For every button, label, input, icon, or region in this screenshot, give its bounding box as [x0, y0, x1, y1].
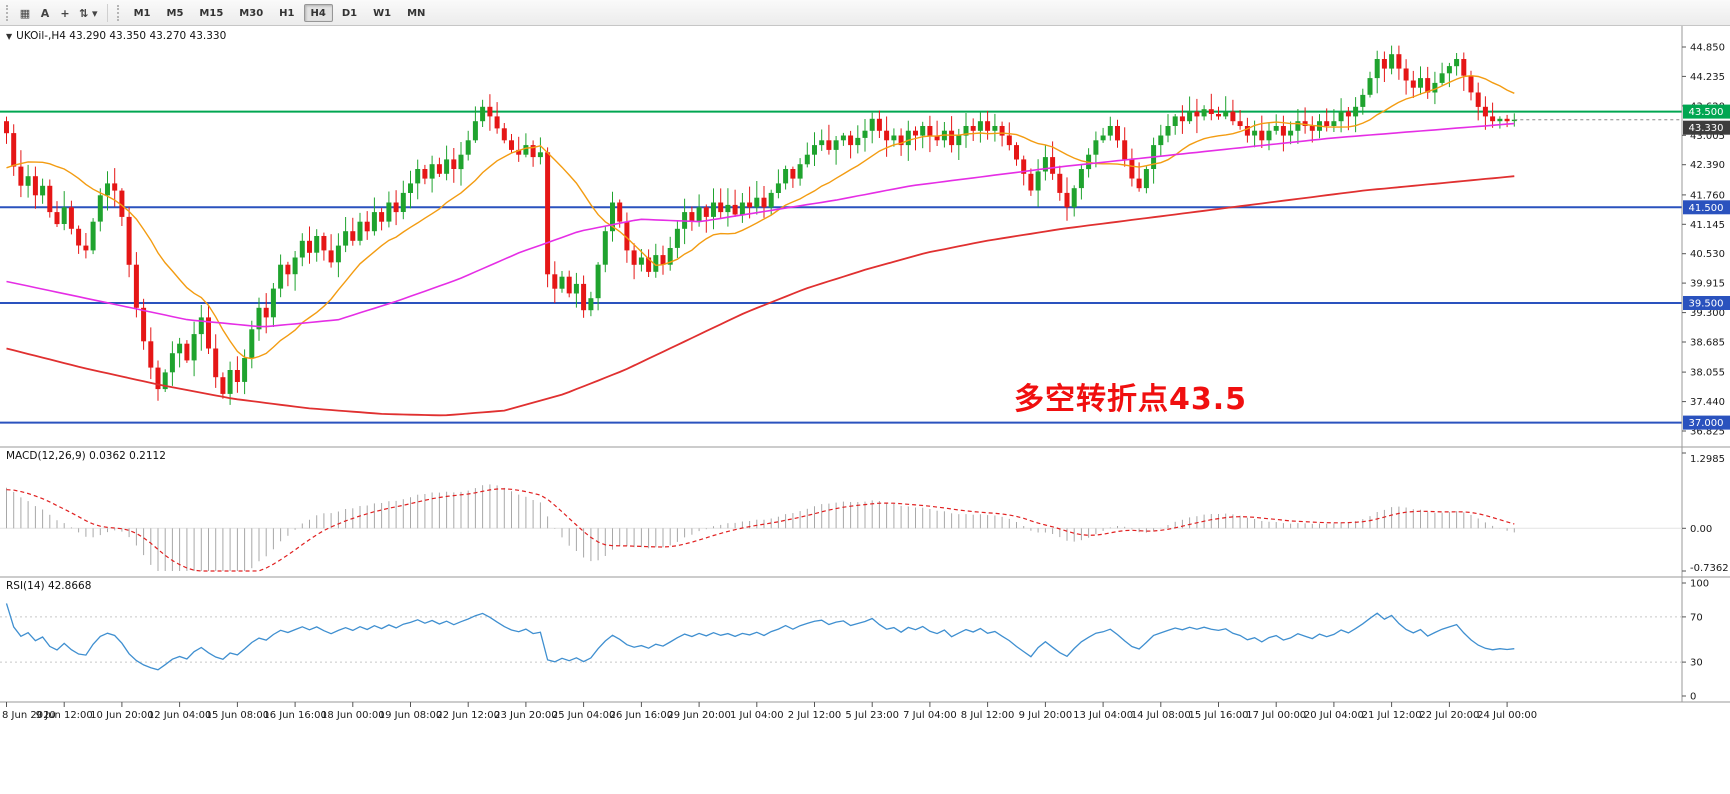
- svg-text:18 Jun 00:00: 18 Jun 00:00: [321, 710, 385, 721]
- timeframe-button-m5[interactable]: M5: [166, 7, 184, 19]
- svg-text:30: 30: [1690, 658, 1703, 669]
- svg-text:43.005: 43.005: [1690, 131, 1725, 142]
- svg-text:22 Jun 12:00: 22 Jun 12:00: [436, 710, 500, 721]
- timeframe-toolbar: M1 M5 M15 M30 H1 H4 D1 W1 MN: [126, 3, 434, 22]
- svg-text:43.500: 43.500: [1689, 107, 1724, 118]
- timeframe-button-d1[interactable]: D1: [341, 7, 358, 19]
- ma-slow-line[interactable]: [6, 175, 1515, 417]
- horizontal-level-lines[interactable]: [0, 110, 1682, 424]
- svg-text:19 Jun 08:00: 19 Jun 08:00: [379, 710, 443, 721]
- svg-text:0: 0: [1690, 692, 1696, 703]
- svg-text:44.850: 44.850: [1690, 43, 1725, 54]
- svg-text:70: 70: [1690, 612, 1703, 623]
- svg-text:5 Jul 23:00: 5 Jul 23:00: [845, 710, 899, 721]
- objects-dropdown-icon[interactable]: ⇅ ▾: [79, 6, 98, 20]
- price-tag-39.500: 39.500: [1683, 296, 1730, 310]
- svg-text:41.145: 41.145: [1690, 220, 1725, 231]
- svg-text:2 Jul 12:00: 2 Jul 12:00: [788, 710, 842, 721]
- chart-canvas[interactable]: 44.85044.23543.62043.00542.39041.76041.1…: [0, 26, 1730, 794]
- timeframe-button-h4[interactable]: H4: [303, 3, 333, 22]
- svg-text:10 Jun 20:00: 10 Jun 20:00: [90, 710, 154, 721]
- svg-text:15 Jun 08:00: 15 Jun 08:00: [206, 710, 270, 721]
- price-tag-43.330: 43.330: [1683, 120, 1730, 135]
- symbol-ohlc-label: UKOil-,H4 43.290 43.350 43.270 43.330: [16, 30, 227, 42]
- svg-text:9 Jul 20:00: 9 Jul 20:00: [1019, 710, 1073, 721]
- chart-area[interactable]: 44.85044.23543.62043.00542.39041.76041.1…: [0, 26, 1730, 794]
- svg-text:25 Jun 04:00: 25 Jun 04:00: [552, 710, 616, 721]
- panel-borders: [0, 26, 1730, 703]
- price-tag-41.500: 41.500: [1683, 200, 1730, 215]
- svg-text:37.000: 37.000: [1689, 418, 1724, 429]
- svg-text:43.330: 43.330: [1689, 123, 1724, 134]
- price-axis[interactable]: 44.85044.23543.62043.00542.39041.76041.1…: [1682, 43, 1725, 438]
- svg-text:100: 100: [1690, 579, 1709, 590]
- top-toolbar: ▦ A + ⇅ ▾ M1 M5 M15 M30 H1 H4 D1 W1 MN: [0, 0, 1730, 26]
- macd-histogram: [6, 484, 1515, 571]
- svg-text:8 Jun 2020: 8 Jun 2020: [2, 710, 56, 721]
- toolbar-grip[interactable]: [6, 4, 11, 21]
- svg-text:24 Jul 00:00: 24 Jul 00:00: [1477, 710, 1537, 721]
- toolbar-separator: [106, 3, 108, 22]
- ma-fast-line[interactable]: [6, 74, 1515, 360]
- chart-symbol-header: ▼ UKOil-,H4 43.290 43.350 43.270 43.330: [6, 30, 226, 42]
- svg-text:14 Jul 08:00: 14 Jul 08:00: [1131, 710, 1191, 721]
- timeframe-button-h1[interactable]: H1: [279, 7, 295, 19]
- svg-text:39.915: 39.915: [1690, 279, 1725, 290]
- ma-medium-line[interactable]: [6, 122, 1515, 328]
- svg-text:7 Jul 04:00: 7 Jul 04:00: [903, 710, 957, 721]
- rsi-indicator-label: RSI(14) 42.8668: [6, 580, 92, 592]
- timeframe-button-m1[interactable]: M1: [133, 7, 151, 19]
- svg-text:1 Jul 04:00: 1 Jul 04:00: [730, 710, 784, 721]
- text-annotation-icon[interactable]: A: [40, 6, 50, 20]
- bull-bear-annotation-text[interactable]: 多空转折点43.5: [1014, 382, 1248, 417]
- svg-text:42.390: 42.390: [1690, 160, 1725, 171]
- svg-text:-0.7362: -0.7362: [1690, 563, 1729, 574]
- timeframe-button-w1[interactable]: W1: [373, 7, 392, 19]
- macd-signal-line: [6, 488, 1515, 572]
- svg-text:39.300: 39.300: [1690, 308, 1725, 319]
- timeframe-button-m15[interactable]: M15: [199, 7, 224, 19]
- svg-text:21 Jul 12:00: 21 Jul 12:00: [1362, 710, 1422, 721]
- svg-text:9 Jun 12:00: 9 Jun 12:00: [36, 710, 93, 721]
- svg-text:36.825: 36.825: [1690, 427, 1725, 438]
- svg-text:44.235: 44.235: [1690, 72, 1725, 83]
- svg-text:1.2985: 1.2985: [1690, 454, 1725, 465]
- svg-text:17 Jul 00:00: 17 Jul 00:00: [1246, 710, 1306, 721]
- timeframe-button-mn[interactable]: MN: [407, 7, 426, 19]
- candlestick-series[interactable]: [4, 45, 1517, 405]
- collapse-triangle-icon[interactable]: ▼: [6, 31, 13, 41]
- svg-text:39.500: 39.500: [1689, 299, 1724, 310]
- svg-text:23 Jun 20:00: 23 Jun 20:00: [494, 710, 558, 721]
- drawing-tools-group: ▦ A + ⇅ ▾: [15, 3, 102, 23]
- svg-text:13 Jul 04:00: 13 Jul 04:00: [1073, 710, 1133, 721]
- svg-text:26 Jun 16:00: 26 Jun 16:00: [610, 710, 674, 721]
- svg-text:20 Jul 04:00: 20 Jul 04:00: [1304, 710, 1364, 721]
- price-tag-37.000: 37.000: [1683, 415, 1730, 430]
- toolbar-grip-2[interactable]: [116, 4, 122, 21]
- svg-text:37.440: 37.440: [1690, 397, 1725, 408]
- crosshair-icon[interactable]: +: [60, 6, 70, 20]
- svg-text:22 Jul 20:00: 22 Jul 20:00: [1419, 710, 1479, 721]
- chart-window-icon[interactable]: ▦: [19, 6, 31, 20]
- svg-text:12 Jun 04:00: 12 Jun 04:00: [148, 710, 212, 721]
- svg-text:38.055: 38.055: [1690, 368, 1725, 379]
- svg-text:15 Jul 16:00: 15 Jul 16:00: [1189, 710, 1249, 721]
- svg-text:29 Jun 20:00: 29 Jun 20:00: [667, 710, 731, 721]
- svg-text:0.00: 0.00: [1690, 524, 1712, 535]
- macd-indicator-label: MACD(12,26,9) 0.0362 0.2112: [6, 450, 166, 462]
- timeframe-button-m30[interactable]: M30: [239, 7, 264, 19]
- price-tag-43.500: 43.500: [1683, 104, 1730, 119]
- svg-text:16 Jun 16:00: 16 Jun 16:00: [263, 710, 327, 721]
- svg-text:41.760: 41.760: [1690, 190, 1725, 201]
- svg-text:8 Jul 12:00: 8 Jul 12:00: [961, 710, 1015, 721]
- svg-text:40.530: 40.530: [1690, 249, 1725, 260]
- rsi-line: [5, 603, 1515, 671]
- svg-text:41.500: 41.500: [1689, 203, 1724, 214]
- svg-text:38.685: 38.685: [1690, 338, 1725, 349]
